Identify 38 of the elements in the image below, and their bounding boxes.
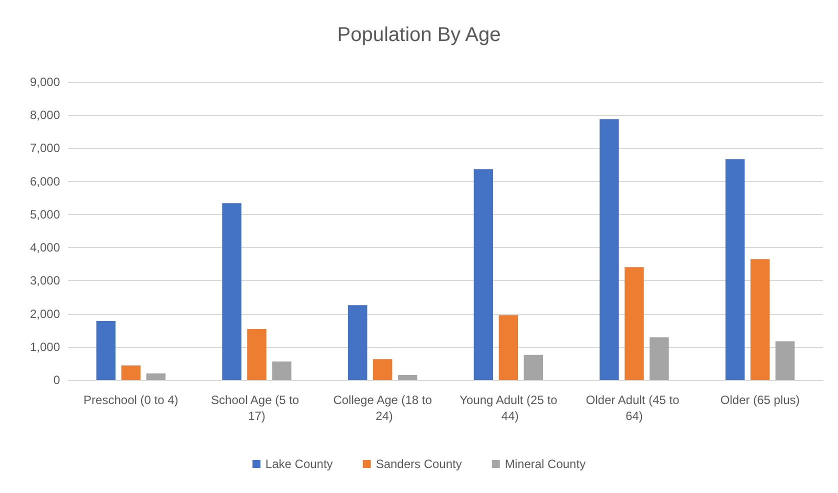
bar (146, 373, 166, 380)
bar (650, 337, 669, 380)
x-tick-label: Older Adult (45 to 64) (586, 393, 683, 423)
bar (600, 119, 619, 380)
bar (247, 329, 266, 380)
x-tick-label: Older (65 plus) (720, 393, 800, 407)
y-tick-label: 3,000 (30, 274, 60, 288)
bar (498, 315, 518, 380)
bar (398, 375, 418, 380)
chart-title: Population By Age (337, 24, 501, 46)
y-tick-label: 6,000 (30, 174, 60, 188)
y-tick-label: 7,000 (30, 141, 60, 156)
legend-label: Lake County (265, 457, 333, 471)
bar (775, 341, 795, 380)
y-tick-label: 1,000 (30, 340, 60, 354)
bar (222, 203, 242, 380)
bar (372, 359, 392, 380)
x-tick-label: College Age (18 to 24) (333, 393, 432, 423)
x-tick-label: School Age (5 to 17) (211, 393, 302, 423)
bar (750, 259, 770, 380)
bar (474, 169, 494, 380)
y-tick-label: 9,000 (30, 75, 60, 89)
legend-label: Sanders County (376, 457, 462, 471)
bar (272, 361, 292, 380)
y-tick-label: 8,000 (30, 108, 60, 122)
bar (524, 354, 544, 380)
y-tick-label: 5,000 (30, 207, 60, 222)
bar (96, 321, 116, 380)
x-tick-label: Preschool (0 to 4) (84, 393, 178, 407)
bar (624, 267, 644, 380)
bar (348, 305, 368, 380)
x-tick-label: Young Adult (25 to 44) (460, 393, 558, 423)
bar (121, 365, 141, 380)
y-tick-label: 4,000 (30, 240, 60, 255)
y-tick-label: 0 (53, 373, 60, 387)
y-tick-label: 2,000 (30, 306, 60, 321)
bar (725, 159, 745, 380)
legend-label: Mineral County (504, 457, 586, 471)
